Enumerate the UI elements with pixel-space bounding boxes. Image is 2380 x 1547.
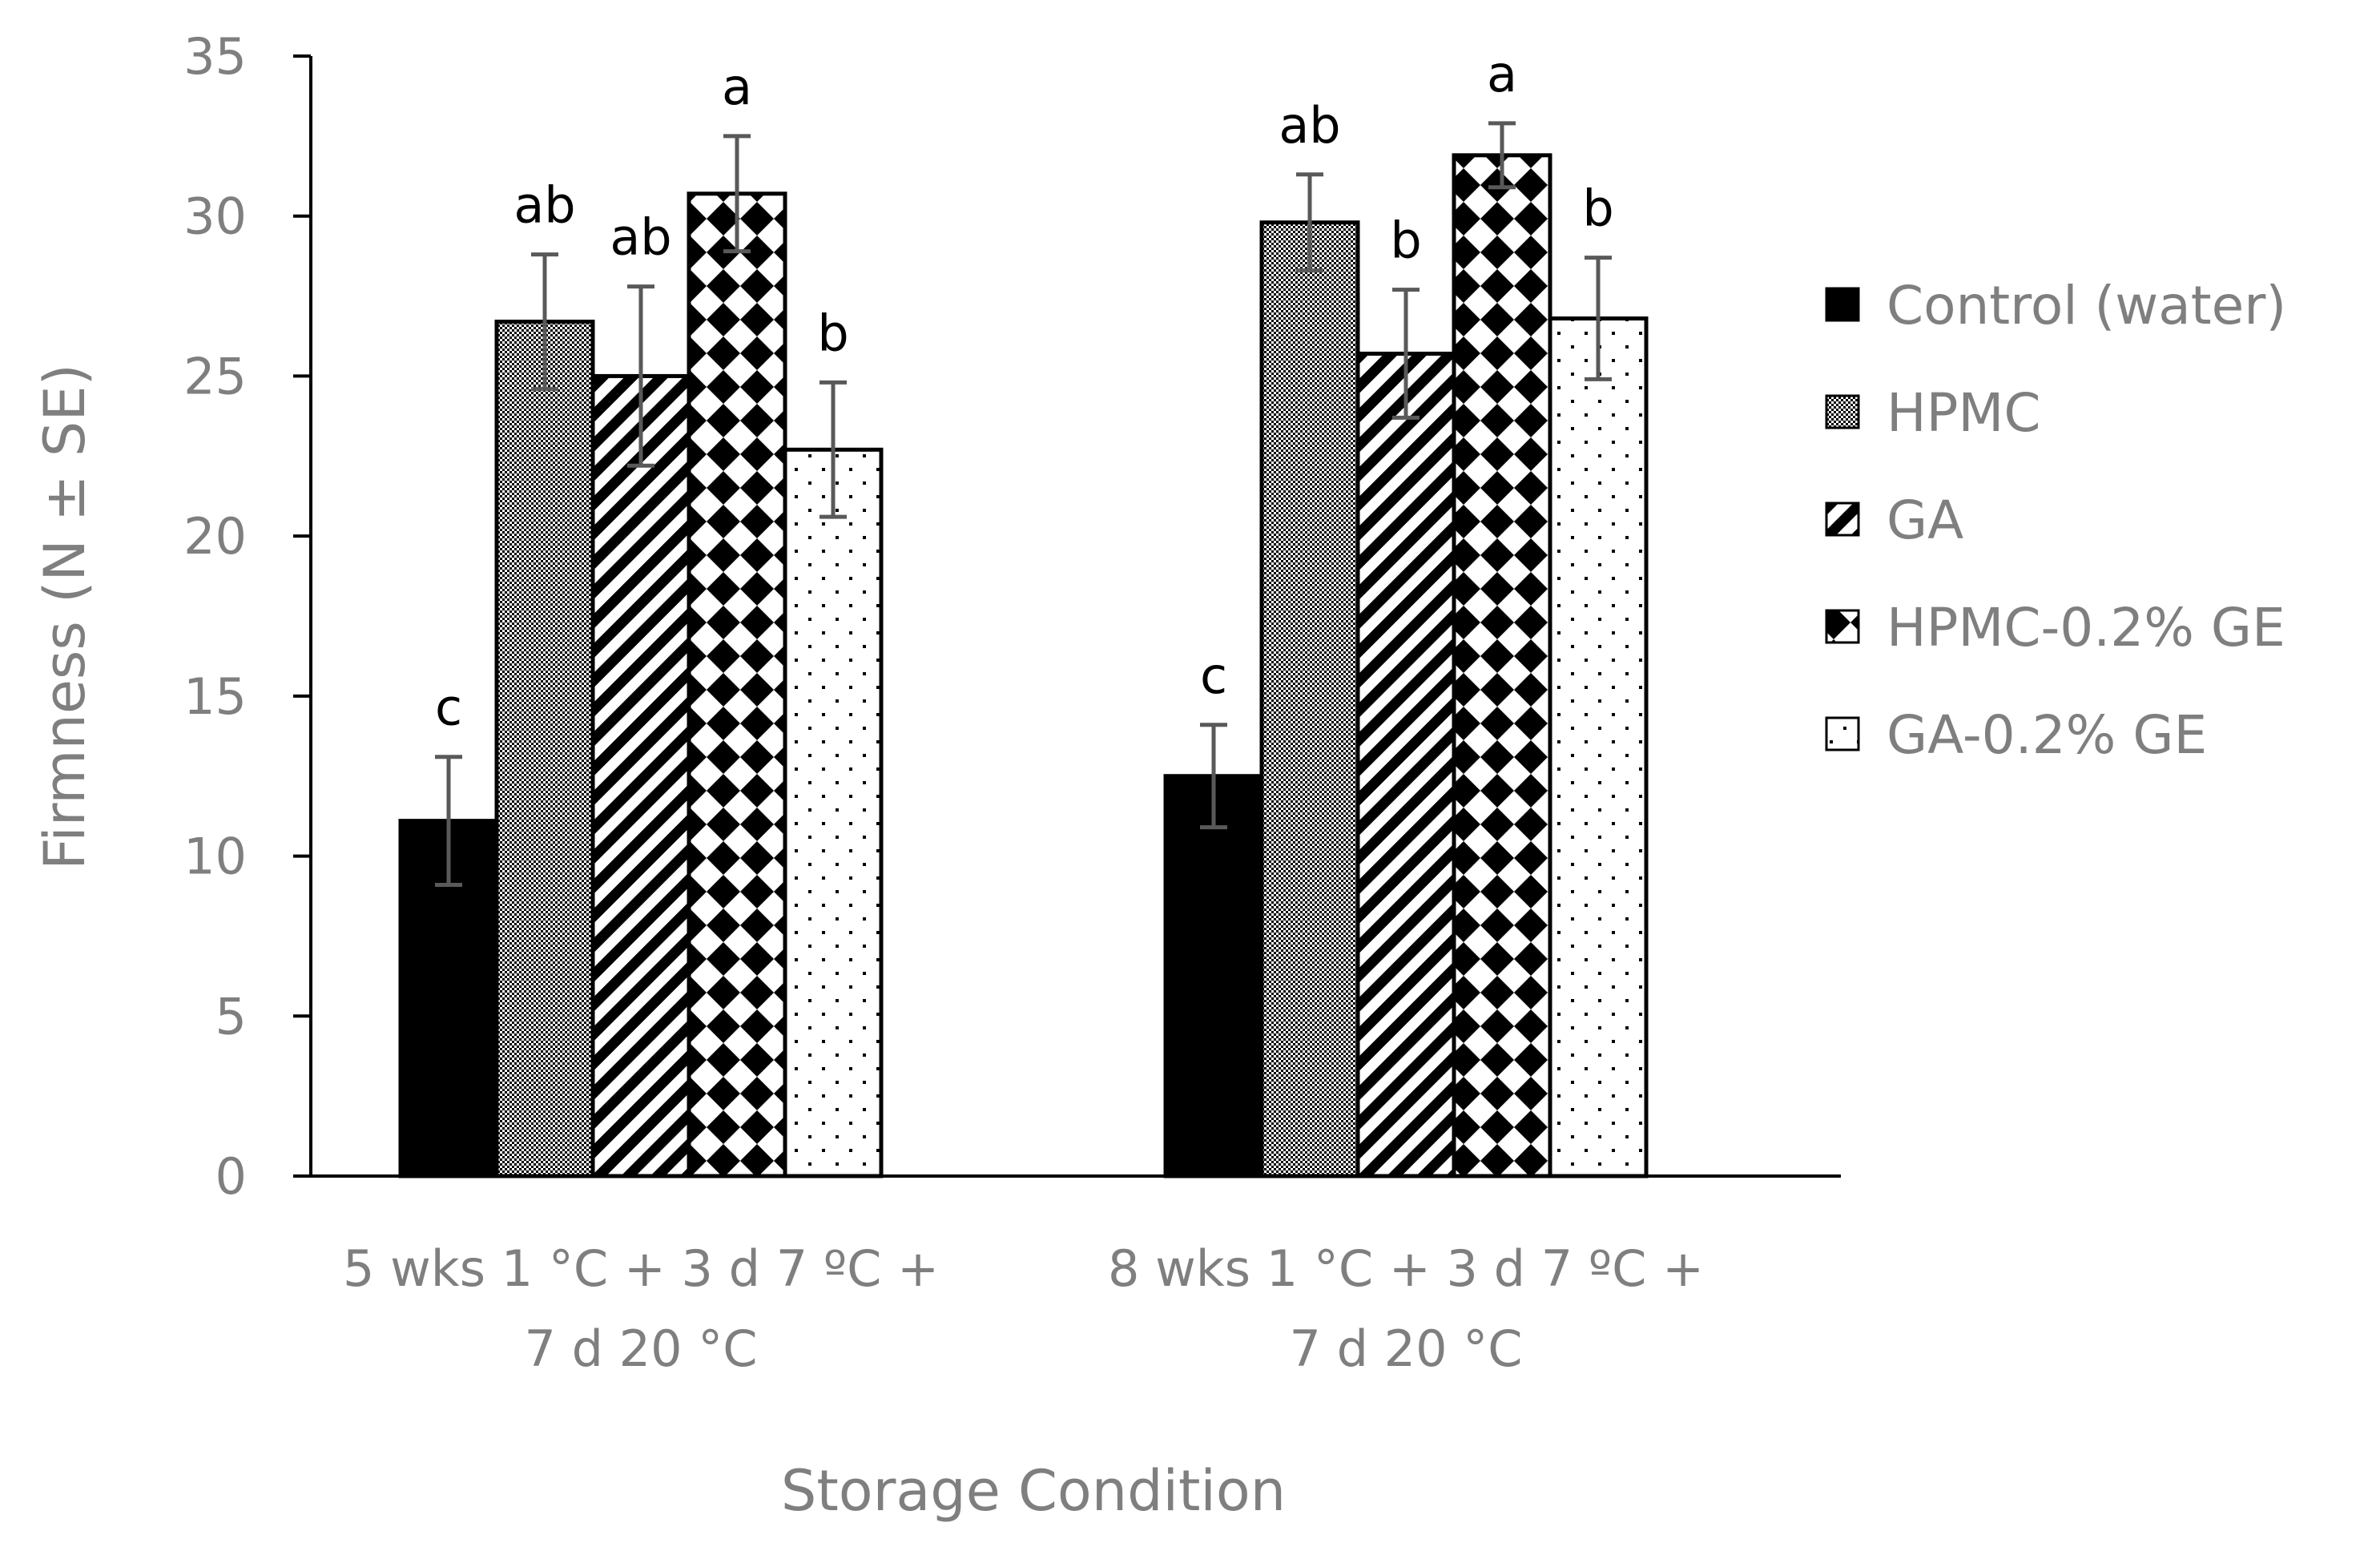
significance-letter: b [1390, 212, 1421, 270]
significance-letter: c [1200, 647, 1227, 705]
significance-letter: ab [513, 176, 575, 235]
legend-swatch [1825, 716, 1860, 751]
y-tick-label: 15 [183, 667, 247, 726]
y-tick-label: 0 [215, 1147, 247, 1206]
x-category-label: 8 wks 1 °C + 3 d 7 ºC + [1108, 1239, 1704, 1298]
significance-letter: a [1487, 45, 1517, 103]
bar [783, 447, 884, 1178]
error-bars-group [435, 121, 1612, 888]
significance-letter: c [435, 679, 462, 737]
legend-label: Control (water) [1887, 275, 2286, 336]
bar [590, 373, 691, 1178]
bar [1452, 153, 1552, 1178]
legend-swatch [1825, 609, 1860, 644]
legend: Control (water) HPMC GA HPMC-0.2% GE GA-0.2%… [1825, 275, 2286, 766]
significance-letter: a [722, 58, 752, 116]
y-tick-label: 10 [183, 828, 247, 886]
y-tick-label: 25 [183, 347, 247, 405]
bar [1259, 220, 1360, 1178]
legend-label: GA-0.2% GE [1887, 704, 2207, 766]
significance-letter: ab [610, 208, 671, 267]
y-ticks-group: 0 5 10 15 20 25 30 35 [183, 27, 311, 1206]
legend-label: HPMC-0.2% GE [1887, 597, 2285, 659]
x-category-label: 7 d 20 °C [1289, 1319, 1522, 1378]
bar [494, 320, 595, 1178]
bars-group [398, 153, 1649, 1178]
x-category-labels: 5 wks 1 °C + 3 d 7 ºC + 7 d 20 °C 8 wks 1 … [343, 1239, 1704, 1378]
bar [1355, 351, 1456, 1178]
bar [1548, 316, 1649, 1178]
y-axis-title: Firmness (N ± SE) [32, 364, 98, 870]
x-category-label: 5 wks 1 °C + 3 d 7 ºC + [343, 1239, 939, 1298]
legend-swatch [1825, 287, 1860, 322]
significance-letter: b [817, 304, 848, 362]
x-category-label: 7 d 20 °C [524, 1319, 757, 1378]
significance-letter: b [1582, 179, 1613, 238]
bar [687, 191, 787, 1178]
legend-label: HPMC [1887, 382, 2040, 444]
y-tick-label: 35 [183, 27, 247, 86]
x-axis-title: Storage Condition [781, 1458, 1286, 1524]
legend-swatch [1825, 502, 1860, 537]
y-tick-label: 5 [215, 987, 247, 1045]
legend-swatch [1825, 394, 1860, 429]
bar [1163, 774, 1264, 1178]
significance-letter: ab [1279, 96, 1340, 155]
axes-group [309, 56, 1841, 1178]
y-tick-label: 20 [183, 507, 247, 566]
legend-label: GA [1887, 489, 1963, 551]
y-tick-label: 30 [183, 187, 247, 246]
